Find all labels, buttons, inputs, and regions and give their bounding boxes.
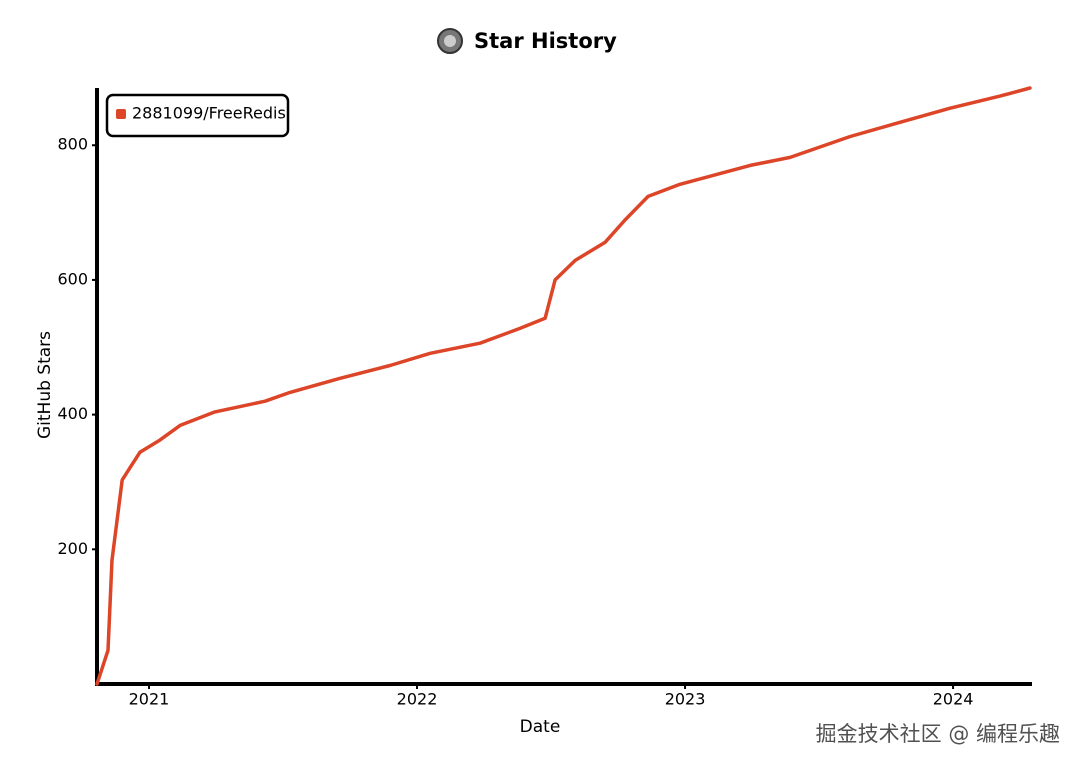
x-tick-label: 2023 (665, 690, 706, 709)
x-axis-label: Date (520, 717, 561, 737)
watermark: 掘金技术社区 @ 编程乐趣 (816, 722, 1060, 746)
y-tick-label: 200 (57, 539, 88, 558)
y-tick-label: 800 (57, 135, 88, 154)
legend-swatch (116, 109, 126, 119)
x-tick-label: 2021 (129, 690, 170, 709)
y-axis-label: GitHub Stars (35, 331, 55, 439)
y-tick-label: 400 (57, 404, 88, 423)
series-line (95, 86, 1032, 686)
title-icon-inner (444, 35, 456, 47)
legend-label: 2881099/FreeRedis (132, 104, 286, 123)
legend-box (105, 93, 290, 138)
x-tick-label: 2022 (397, 690, 438, 709)
chart-title: Star History (474, 29, 617, 53)
y-tick-label: 600 (57, 269, 88, 288)
x-tick-label: 2024 (933, 690, 974, 709)
